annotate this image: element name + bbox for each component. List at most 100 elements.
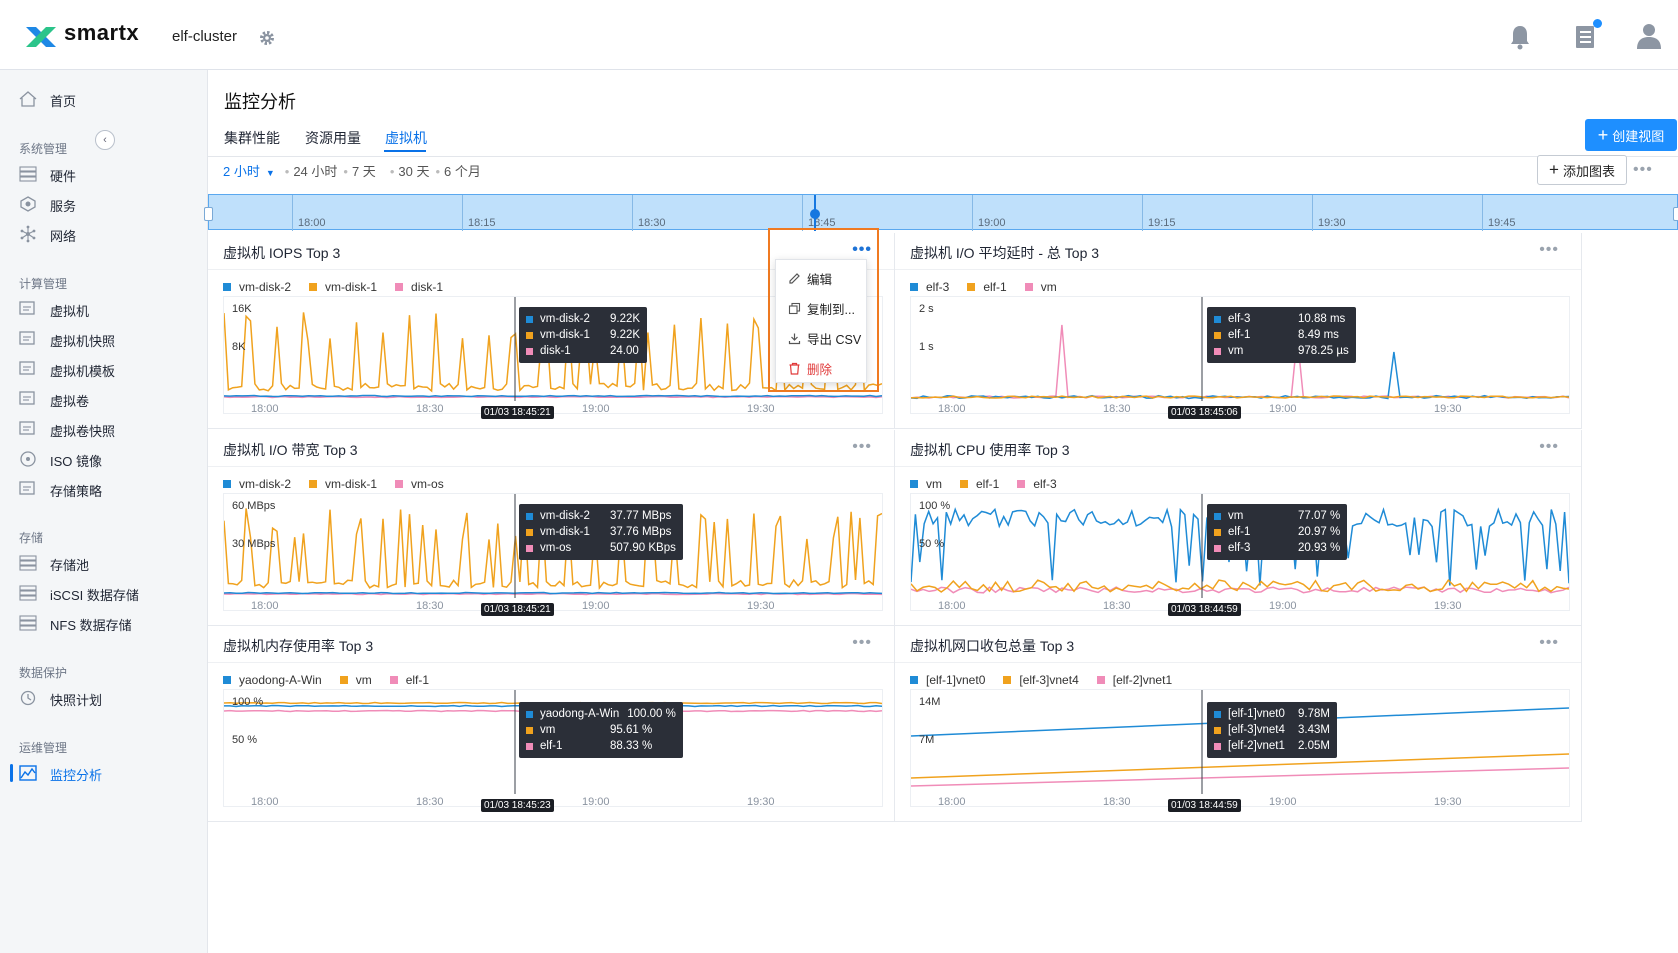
chart-panel: 虚拟机网口收包总量 Top 3 ••• [elf-1]vnet0 [elf-3]vne…: [895, 626, 1582, 822]
chart-plot[interactable]: 60 MBps 30 MBps 18:00 18:30 19:00 19:30 01/03 …: [223, 493, 883, 616]
more-options-icon[interactable]: •••: [1633, 161, 1653, 178]
menu-item-delete[interactable]: 删除: [788, 359, 832, 378]
tooltip-series: vm-disk-2: [540, 313, 590, 325]
legend-item[interactable]: vm-disk-1: [309, 477, 377, 491]
tooltip-row: disk-1 24.00: [526, 343, 640, 359]
sidebar-item-network[interactable]: 网络: [0, 219, 207, 249]
menu-item-edit[interactable]: 编辑: [788, 269, 832, 288]
legend-item[interactable]: vm: [1024, 280, 1057, 294]
tab-cluster-performance[interactable]: 集群性能: [224, 130, 280, 146]
legend-item[interactable]: vm: [910, 477, 942, 491]
chart-more-icon[interactable]: •••: [1539, 438, 1559, 455]
timeline-left-handle[interactable]: [204, 207, 213, 221]
sidebar-section-label: 存储: [19, 531, 44, 545]
tab-vm[interactable]: 虚拟机: [385, 130, 427, 146]
legend-item[interactable]: [elf-3]vnet4: [1003, 673, 1079, 687]
sidebar-item-hardware[interactable]: 硬件: [0, 159, 207, 189]
y-tick-label: 7M: [919, 734, 935, 746]
sidebar-item-volume[interactable]: 虚拟卷: [0, 384, 207, 414]
x-tick-label: 19:00: [1269, 796, 1297, 808]
sidebar-item-vm[interactable]: 虚拟机: [0, 294, 207, 324]
chart-plot[interactable]: 2 s 1 s 18:00 18:30 19:00 19:30 01/03 18:45:06…: [910, 296, 1570, 419]
time-range-selected[interactable]: 2 小时: [223, 164, 260, 179]
legend-item[interactable]: disk-1: [395, 280, 443, 294]
legend-swatch: [339, 676, 348, 684]
sidebar-item-storage-pool[interactable]: 存储池: [0, 548, 207, 578]
chart-plot[interactable]: 100 % 50 % 18:00 18:30 19:00 19:30 01/03 18:44…: [910, 493, 1570, 616]
sidebar-item-snapshot-plan[interactable]: 快照计划: [0, 683, 207, 713]
task-list-icon[interactable]: [1573, 24, 1597, 50]
y-tick-label: 60 MBps: [232, 500, 276, 512]
tooltip-row: vm 77.07 %: [1214, 508, 1340, 524]
legend-item[interactable]: vm-disk-2: [223, 477, 291, 491]
service-icon: [18, 195, 38, 213]
x-tick-label: 18:00: [251, 796, 279, 808]
chart-more-icon[interactable]: •••: [1539, 634, 1559, 651]
timeline-label: 19:00: [978, 217, 1006, 229]
sidebar-item-vm-template[interactable]: 虚拟机模板: [0, 354, 207, 384]
legend-item[interactable]: [elf-2]vnet1: [1096, 673, 1172, 687]
tab-resource-usage[interactable]: 资源用量: [305, 130, 361, 146]
tooltip-swatch: [1214, 726, 1221, 734]
chart-legend: vm-disk-2 vm-disk-1 disk-1: [223, 280, 461, 294]
timeline-tick: [632, 195, 633, 231]
collapse-sidebar-button[interactable]: ‹: [95, 130, 115, 150]
time-range-24h[interactable]: 24 小时: [293, 164, 338, 179]
chart-more-icon[interactable]: •••: [852, 634, 872, 651]
time-range-30d[interactable]: 30 天: [398, 164, 430, 179]
gear-icon[interactable]: [258, 29, 276, 47]
chart-plot[interactable]: 100 % 50 % 18:00 18:30 19:00 19:30 01/03 18:45…: [223, 689, 883, 812]
chart-more-icon[interactable]: •••: [852, 438, 872, 455]
x-tick-label: 18:30: [416, 796, 444, 808]
legend-item[interactable]: elf-1: [967, 280, 1007, 294]
sidebar-item-iso[interactable]: ISO 镜像: [0, 444, 207, 474]
main-content: 监控分析 集群性能 资源用量 虚拟机 + 创建视图 2 小时 ▼ • 24 小时 • 7 …: [204, 70, 1678, 953]
chevron-down-icon[interactable]: ▼: [265, 168, 275, 178]
menu-item-export-csv[interactable]: 导出 CSV: [788, 329, 861, 348]
x-tick-label: 19:30: [747, 600, 775, 612]
legend-item[interactable]: [elf-1]vnet0: [910, 673, 985, 687]
chart-context-menu: 编辑 复制到... 导出 CSV 删除: [775, 259, 867, 383]
tooltip-series: elf-1: [1228, 329, 1251, 341]
chart-more-icon[interactable]: •••: [852, 241, 872, 258]
cluster-name[interactable]: elf-cluster: [172, 28, 238, 45]
time-range-7d[interactable]: 7 天: [351, 164, 376, 179]
timeline-cursor-dot[interactable]: [810, 209, 820, 219]
active-indicator: [10, 764, 13, 782]
sidebar-item-monitor[interactable]: 监控分析: [0, 758, 207, 788]
sidebar-item-iscsi[interactable]: iSCSI 数据存储: [0, 578, 207, 608]
legend-item[interactable]: vm-disk-1: [309, 280, 377, 294]
add-chart-button[interactable]: + 添加图表: [1537, 155, 1627, 185]
chart-tooltip: vm-disk-2 37.77 MBps vm-disk-1 37.76 MBps vm…: [519, 504, 683, 560]
legend-item[interactable]: vm-disk-2: [223, 280, 291, 294]
time-range-6m[interactable]: 6 个月: [444, 164, 481, 179]
tooltip-row: vm-disk-2 37.77 MBps: [526, 508, 676, 524]
network-icon: [20, 225, 36, 243]
sidebar-item-volume-snapshot[interactable]: 虚拟卷快照: [0, 414, 207, 444]
timeline-right-handle[interactable]: [1673, 207, 1678, 221]
user-avatar-icon[interactable]: [1636, 22, 1662, 50]
chart-plot[interactable]: 14M 7M 18:00 18:30 19:00 19:30 01/03 18:44:59 […: [910, 689, 1570, 812]
legend-item[interactable]: elf-1: [960, 477, 999, 491]
sidebar-item-service[interactable]: 服务: [0, 189, 207, 219]
sidebar-item-nfs[interactable]: NFS 数据存储: [0, 608, 207, 638]
legend-item[interactable]: vm-os: [395, 477, 444, 491]
chart-more-icon[interactable]: •••: [1539, 241, 1559, 258]
chart-plot[interactable]: 16K 8K 18:00 18:30 19:00 19:30 01/03 18:45:21 v…: [223, 296, 883, 419]
timeline-brush[interactable]: 18:00 18:15 18:30 18:45 19:00 19:15 19:30 19:45: [204, 194, 1678, 231]
sidebar-item-home[interactable]: 首页: [0, 84, 207, 114]
tooltip-series: [elf-2]vnet1: [1228, 740, 1285, 752]
legend-item[interactable]: vm: [339, 673, 372, 687]
menu-item-copy[interactable]: 复制到...: [788, 299, 855, 318]
timeline-tick: [1142, 195, 1143, 231]
legend-item[interactable]: elf-3: [910, 280, 949, 294]
service-icon: [20, 196, 36, 212]
brand-name: smartx: [64, 20, 140, 45]
bell-icon[interactable]: [1508, 24, 1532, 50]
create-view-button[interactable]: + 创建视图: [1585, 119, 1677, 151]
legend-item[interactable]: yaodong-A-Win: [223, 673, 322, 687]
sidebar-item-storage-policy[interactable]: 存储策略: [0, 474, 207, 504]
sidebar-item-vm-snapshot[interactable]: 虚拟机快照: [0, 324, 207, 354]
legend-item[interactable]: elf-3: [1017, 477, 1057, 491]
legend-item[interactable]: elf-1: [389, 673, 429, 687]
